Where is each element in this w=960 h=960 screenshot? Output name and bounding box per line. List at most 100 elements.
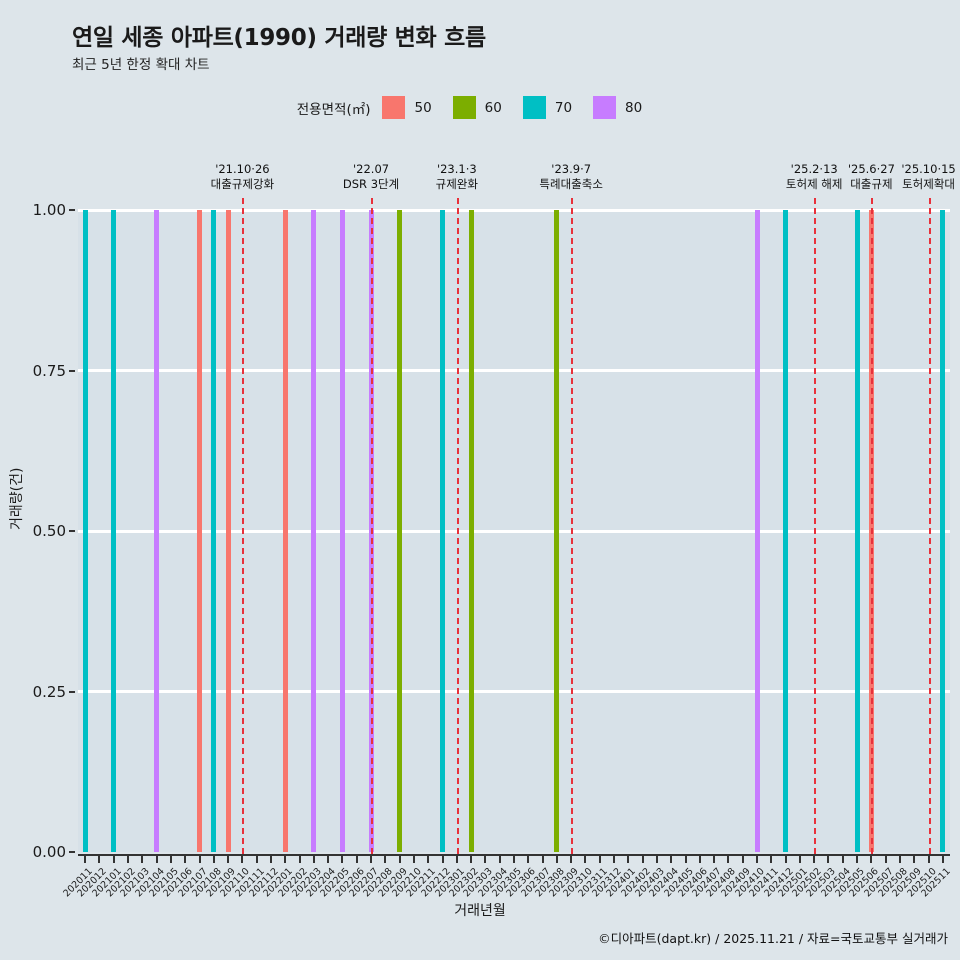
annotation-vline (928, 198, 931, 854)
y-tickmark (69, 209, 75, 211)
gridline (78, 208, 950, 212)
gridline (78, 690, 950, 693)
legend-swatch-icon (452, 96, 476, 119)
x-tickmark (141, 854, 144, 863)
bar[interactable] (440, 210, 446, 852)
x-tickmark (870, 854, 873, 863)
legend: 전용면적(㎡) 50 60 70 80 (0, 96, 960, 119)
x-tickmark (327, 854, 330, 863)
x-tickmark (84, 854, 87, 863)
gridline (78, 529, 950, 533)
bar[interactable] (111, 210, 117, 852)
annotation-vline (814, 198, 817, 854)
annotation-label: '23.1·3 규제완화 (397, 162, 517, 192)
annotation-vline (371, 198, 374, 854)
annotation-date: '25.2·13 (790, 162, 838, 176)
bar[interactable] (82, 210, 88, 852)
legend-label: 70 (554, 99, 573, 116)
bar[interactable] (468, 210, 474, 852)
bar[interactable] (225, 210, 231, 852)
x-tickmark (427, 854, 430, 863)
annotation-date: '23.1·3 (436, 162, 477, 176)
page-subtitle: 최근 5년 한정 확대 차트 (72, 57, 210, 73)
annotation-label: '25.6·27 대출규제 (811, 162, 931, 192)
annotation-label: '23.9·7 특례대출축소 (511, 162, 631, 192)
annotation-text: 특례대출축소 (539, 177, 603, 191)
x-tickmark (155, 854, 158, 863)
x-tickmark (370, 854, 373, 863)
annotation-date: '22.07 (353, 162, 390, 176)
annotation-vline (871, 198, 874, 854)
x-tickmark (627, 854, 630, 863)
x-tickmark (169, 854, 172, 863)
y-axis-title: 거래량(건) (9, 467, 25, 530)
x-tickmark (112, 854, 115, 863)
annotation-date: '23.9·7 (551, 162, 592, 176)
bar[interactable] (554, 210, 560, 852)
x-tickmark (284, 854, 287, 863)
x-tickmark (555, 854, 558, 863)
x-tickmark (584, 854, 587, 863)
legend-swatch-icon (382, 96, 406, 119)
y-tickmark (69, 369, 75, 372)
x-tickmark (484, 854, 487, 863)
x-tickmark (784, 854, 787, 863)
x-tickmark (541, 854, 544, 863)
x-tickmark (227, 854, 230, 863)
bar[interactable] (211, 210, 217, 852)
y-tick-label: 0.50 (32, 522, 66, 540)
annotation-date: '21.10·26 (215, 162, 270, 176)
x-tickmark (412, 854, 415, 863)
y-tickmark (69, 851, 75, 853)
x-tickmark (269, 854, 272, 863)
annotation-date: '25.6·27 (847, 162, 895, 176)
legend-item[interactable]: 50 (382, 96, 448, 119)
x-tickmark (655, 854, 658, 863)
legend-item[interactable]: 80 (593, 96, 659, 119)
x-tickmark (684, 854, 687, 863)
x-tickmark (312, 854, 315, 863)
x-tickmark (813, 854, 816, 863)
legend-item[interactable]: 70 (522, 96, 589, 119)
annotation-label: '22.07 DSR 3단계 (311, 162, 431, 192)
x-tickmark (856, 854, 859, 863)
legend-label: 50 (414, 99, 432, 116)
source-caption: ©디아파트(dapt.kr) / 2025.11.21 / 자료=국토교통부 실… (598, 931, 948, 946)
legend-item[interactable]: 60 (452, 96, 519, 119)
bar[interactable] (854, 210, 860, 852)
bar[interactable] (940, 210, 946, 852)
x-tickmark (498, 854, 501, 863)
x-tickmark (212, 854, 215, 863)
bar[interactable] (339, 210, 345, 852)
bar[interactable] (783, 210, 789, 852)
x-tickmark (927, 854, 930, 863)
annotation-text: DSR 3단계 (342, 177, 400, 191)
x-tickmark (98, 854, 101, 863)
x-tickmark (513, 854, 515, 863)
x-tickmark (241, 854, 244, 863)
bar[interactable] (154, 210, 160, 852)
bar[interactable] (311, 210, 317, 852)
y-tick-label: 0.75 (32, 361, 66, 380)
x-tickmark (798, 854, 801, 863)
plot-panel (78, 198, 950, 854)
gridline (78, 369, 950, 372)
x-tickmark (613, 854, 616, 863)
x-tickmark (441, 854, 444, 863)
x-axis-title: 거래년월 (454, 903, 506, 919)
legend-swatch-icon (593, 96, 617, 119)
x-tickmark (598, 854, 601, 863)
y-tick-label: 1.00 (32, 201, 66, 219)
x-tickmark (841, 854, 844, 863)
x-tickmark (698, 854, 701, 863)
bar[interactable] (197, 210, 202, 852)
y-tick-label: 0.25 (32, 682, 66, 701)
annotation-text: 대출규제 (850, 177, 893, 191)
bar[interactable] (397, 210, 403, 852)
x-tickmark (127, 854, 130, 863)
annotation-text: 토허제확대 (902, 177, 955, 191)
bar[interactable] (754, 210, 760, 852)
bar[interactable] (282, 210, 288, 852)
x-tickmark (913, 854, 916, 863)
